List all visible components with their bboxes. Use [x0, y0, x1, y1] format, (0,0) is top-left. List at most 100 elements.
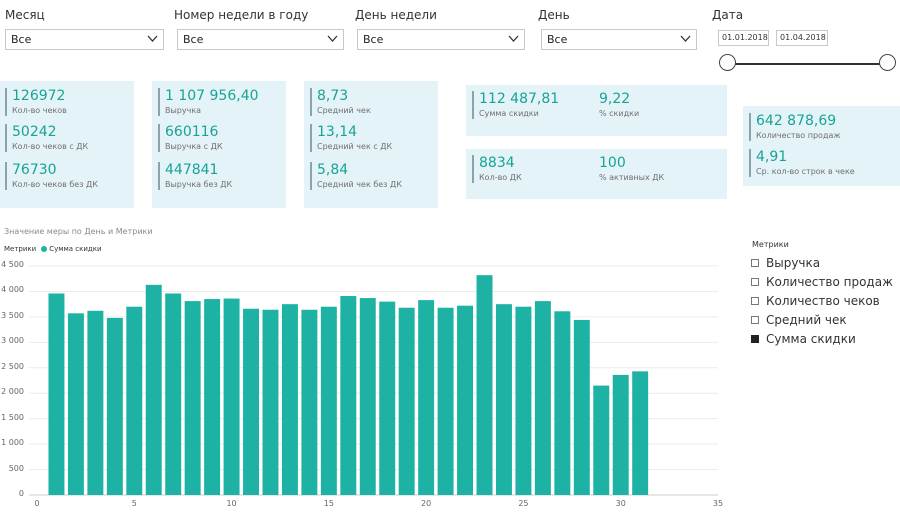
date-from-input[interactable]: 01.01.2018: [718, 30, 769, 46]
y-tick-label: 3 000: [1, 336, 24, 346]
kpi-value: 4,91: [756, 149, 788, 165]
metric-item-checks-count[interactable]: Количество чеков: [751, 294, 880, 308]
kpi-avg-lines: 4,91 Ср. кол-во строк в чеке: [749, 149, 855, 177]
bar[interactable]: [126, 306, 143, 495]
legend-dot-icon: [41, 246, 48, 252]
checkbox-checked-icon: [751, 335, 759, 343]
bar[interactable]: [301, 309, 318, 495]
metric-item-avg-check[interactable]: Средний чек: [751, 313, 847, 327]
metric-item-discount-sum[interactable]: Сумма скидки: [751, 332, 856, 346]
kpi-value: 660116: [165, 124, 219, 140]
day-dropdown[interactable]: Все: [541, 29, 697, 50]
kpi-label: Средний чек без ДК: [317, 180, 402, 189]
bar[interactable]: [554, 311, 571, 495]
day-value: Все: [547, 33, 568, 46]
x-tick-label: 15: [323, 499, 334, 508]
checks-card: 126972 Кол-во чеков 50242 Кол-во чеков с…: [0, 81, 134, 208]
date-slider-track[interactable]: [727, 63, 888, 65]
date-label: Дата: [712, 8, 744, 22]
bar[interactable]: [398, 307, 415, 495]
bar[interactable]: [67, 313, 84, 495]
kpi-revenue: 1 107 956,40 Выручка: [158, 88, 259, 116]
bar[interactable]: [495, 304, 512, 495]
bar[interactable]: [87, 310, 104, 495]
metric-label: Количество продаж: [766, 275, 893, 289]
bar[interactable]: [320, 306, 337, 495]
y-tick-label: 3 500: [1, 310, 24, 320]
kpi-value: 447841: [165, 162, 219, 178]
x-tick-label: 35: [712, 499, 724, 508]
bar[interactable]: [476, 275, 493, 495]
bar[interactable]: [515, 306, 532, 495]
chart-legend-series: Сумма скидки: [49, 245, 102, 253]
kpi-value: 9,22: [599, 91, 631, 107]
x-tick-label: 20: [421, 499, 432, 508]
bar[interactable]: [437, 307, 454, 495]
kpi-label: Ср. кол-во строк в чеке: [756, 167, 855, 176]
date-slider-start-handle[interactable]: [719, 54, 736, 71]
bar[interactable]: [184, 301, 201, 495]
bar[interactable]: [223, 298, 240, 495]
kpi-avg-check-dk: 13,14 Средний чек с ДК: [310, 124, 392, 152]
kpi-value: 642 878,69: [756, 113, 837, 129]
metric-item-revenue[interactable]: Выручка: [751, 256, 820, 270]
bar[interactable]: [379, 301, 396, 495]
x-tick-label: 5: [131, 499, 137, 508]
checkbox-icon: [751, 316, 759, 324]
bar[interactable]: [593, 385, 610, 495]
sales-card: 642 878,69 Количество продаж 4,91 Ср. ко…: [743, 106, 900, 186]
kpi-value: 50242: [12, 124, 57, 140]
bar[interactable]: [418, 300, 435, 495]
bar[interactable]: [534, 301, 551, 495]
y-tick-label: 500: [8, 463, 24, 473]
metric-item-sales-count[interactable]: Количество продаж: [751, 275, 893, 289]
bar[interactable]: [612, 374, 629, 495]
bar[interactable]: [632, 371, 649, 495]
y-tick-label: 2 500: [1, 361, 24, 371]
bar[interactable]: [145, 284, 162, 495]
kpi-label: % активных ДК: [599, 173, 665, 182]
week-dropdown[interactable]: Все: [177, 29, 344, 50]
bar[interactable]: [359, 298, 376, 495]
kpi-value: 8,73: [317, 88, 349, 104]
x-tick-label: 10: [226, 499, 237, 508]
kpi-avg-check: 8,73 Средний чек: [310, 88, 371, 116]
kpi-avg-check-no-dk: 5,84 Средний чек без ДК: [310, 162, 402, 190]
kpi-checks-dk: 50242 Кол-во чеков с ДК: [5, 124, 88, 152]
kpi-label: Выручка без ДК: [165, 180, 233, 189]
bar[interactable]: [106, 317, 123, 495]
metric-label: Выручка: [766, 256, 821, 270]
chart-legend-title: Метрики: [4, 245, 37, 253]
y-tick-label: 0: [18, 489, 24, 498]
kpi-label: Выручка: [165, 106, 202, 115]
metrics-legend-title: Метрики: [752, 240, 789, 249]
bar[interactable]: [243, 308, 260, 495]
kpi-label: Средний чек: [317, 106, 371, 115]
date-to-input[interactable]: 01.04.2018: [776, 30, 828, 46]
month-value: Все: [11, 33, 32, 46]
kpi-label: Кол-во чеков с ДК: [12, 142, 89, 151]
x-tick-label: 25: [518, 499, 529, 508]
bar[interactable]: [281, 304, 298, 495]
kpi-value: 100: [599, 155, 626, 171]
kpi-label: Сумма скидки: [479, 109, 539, 118]
bar[interactable]: [48, 293, 65, 495]
checkbox-icon: [751, 259, 759, 267]
weekday-dropdown[interactable]: Все: [357, 29, 525, 50]
kpi-revenue-dk: 660116 Выручка с ДК: [158, 124, 223, 152]
bar[interactable]: [457, 305, 474, 495]
kpi-value: 1 107 956,40: [165, 88, 259, 104]
kpi-value: 76730: [12, 162, 57, 178]
kpi-value: 5,84: [317, 162, 349, 178]
month-label: Месяц: [5, 8, 45, 22]
bar[interactable]: [262, 309, 279, 495]
bar[interactable]: [573, 319, 590, 495]
bar[interactable]: [165, 293, 182, 495]
bar[interactable]: [204, 299, 221, 495]
week-value: Все: [183, 33, 204, 46]
month-dropdown[interactable]: Все: [5, 29, 164, 50]
date-slider-end-handle[interactable]: [879, 54, 896, 71]
bar[interactable]: [340, 296, 357, 495]
week-label: Номер недели в году: [174, 8, 309, 22]
